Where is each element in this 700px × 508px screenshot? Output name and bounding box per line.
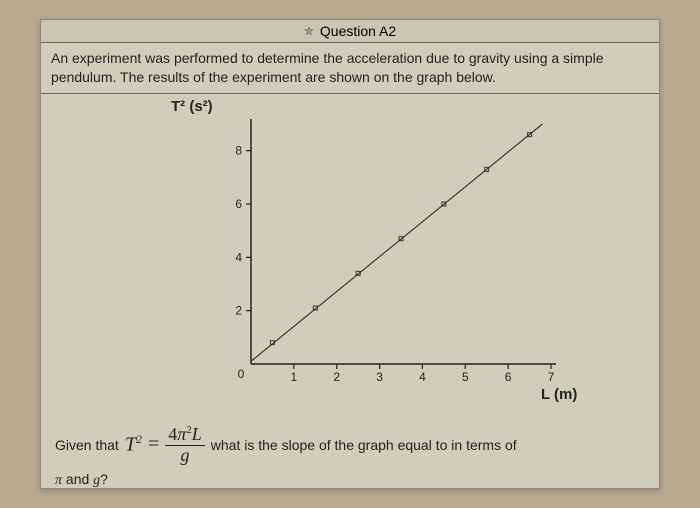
svg-text:4: 4 bbox=[235, 250, 242, 264]
question-tail: what is the slope of the graph equal to … bbox=[211, 437, 517, 453]
denom-g: g bbox=[178, 446, 193, 466]
question-header: ✮ Question A2 bbox=[41, 20, 659, 43]
svg-text:1: 1 bbox=[291, 370, 298, 384]
pendulum-graph: 2 4 6 8 1 2 3 4 5 6 7 0 bbox=[221, 114, 561, 394]
chart-area: T² (s²) 2 4 6 8 1 2 3 4 5 6 7 0 L (m) bbox=[41, 94, 659, 414]
svg-text:6: 6 bbox=[505, 370, 512, 384]
and-text: and bbox=[62, 471, 93, 487]
num-pi: π bbox=[177, 424, 186, 444]
svg-text:7: 7 bbox=[548, 370, 555, 384]
formula: T2 = 4π2L g bbox=[125, 424, 205, 466]
closing-line: π and g? bbox=[41, 471, 659, 499]
question-mark: ? bbox=[100, 471, 108, 487]
lhs-var: T bbox=[125, 434, 136, 456]
svg-text:4: 4 bbox=[419, 370, 426, 384]
svg-text:8: 8 bbox=[235, 143, 242, 157]
given-label: Given that bbox=[55, 437, 119, 453]
question-description: An experiment was performed to determine… bbox=[41, 43, 659, 94]
equals-sign: = bbox=[148, 433, 159, 456]
svg-text:6: 6 bbox=[235, 197, 242, 211]
formula-row: Given that T2 = 4π2L g what is the slope… bbox=[41, 414, 659, 472]
svg-text:5: 5 bbox=[462, 370, 469, 384]
lhs-exp: 2 bbox=[136, 432, 142, 446]
svg-text:0: 0 bbox=[238, 367, 245, 381]
y-axis-label: T² (s²) bbox=[171, 98, 213, 115]
pi-symbol: π bbox=[55, 473, 62, 488]
question-number: Question A2 bbox=[320, 23, 396, 39]
num-4: 4 bbox=[168, 424, 177, 444]
svg-text:3: 3 bbox=[376, 370, 383, 384]
x-axis-label: L (m) bbox=[541, 386, 577, 403]
svg-text:2: 2 bbox=[235, 303, 242, 317]
question-paper: ✮ Question A2 An experiment was performe… bbox=[40, 19, 660, 489]
fraction: 4π2L g bbox=[165, 424, 205, 466]
pin-icon: ✮ bbox=[304, 24, 314, 38]
svg-text:2: 2 bbox=[333, 370, 340, 384]
num-L: L bbox=[192, 424, 202, 444]
